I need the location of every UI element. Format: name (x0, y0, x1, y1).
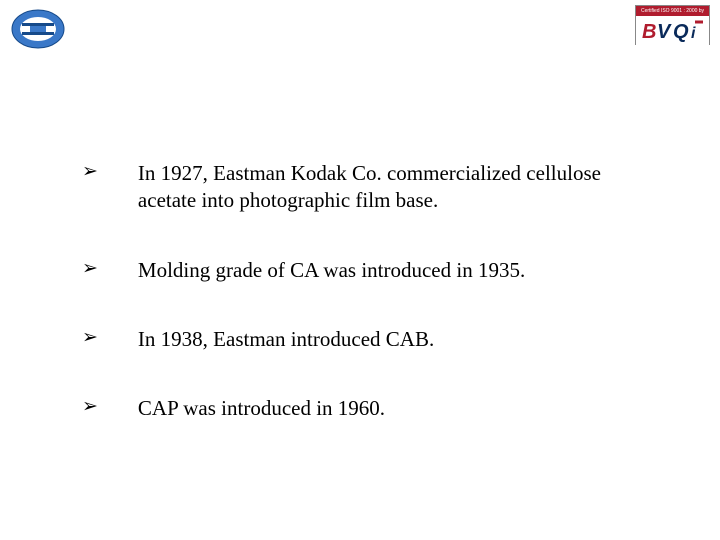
svg-text:i: i (691, 25, 696, 42)
list-item: ➢ In 1927, Eastman Kodak Co. commerciali… (82, 160, 642, 215)
bullet-text: Molding grade of CA was introduced in 19… (138, 257, 525, 284)
slide-header: Certified ISO 9001 : 2000 by B V Q i (0, 0, 720, 55)
bullet-marker-icon: ➢ (82, 395, 98, 420)
cipet-logo (10, 8, 66, 50)
bullet-marker-icon: ➢ (82, 326, 98, 351)
svg-text:V: V (657, 21, 672, 43)
list-item: ➢ CAP was introduced in 1960. (82, 395, 642, 422)
bullet-marker-icon: ➢ (82, 160, 98, 185)
bullet-list: ➢ In 1927, Eastman Kodak Co. commerciali… (82, 160, 642, 464)
bvqi-banner: Certified ISO 9001 : 2000 by (636, 6, 709, 16)
bullet-text: CAP was introduced in 1960. (138, 395, 385, 422)
svg-text:Q: Q (673, 21, 689, 43)
bullet-text: In 1927, Eastman Kodak Co. commercialize… (138, 160, 642, 215)
bvqi-logo: Certified ISO 9001 : 2000 by B V Q i (635, 5, 710, 45)
svg-text:B: B (642, 21, 656, 43)
bvqi-body: B V Q i (636, 16, 709, 45)
list-item: ➢ In 1938, Eastman introduced CAB. (82, 326, 642, 353)
bullet-text: In 1938, Eastman introduced CAB. (138, 326, 434, 353)
list-item: ➢ Molding grade of CA was introduced in … (82, 257, 642, 284)
bullet-marker-icon: ➢ (82, 257, 98, 282)
